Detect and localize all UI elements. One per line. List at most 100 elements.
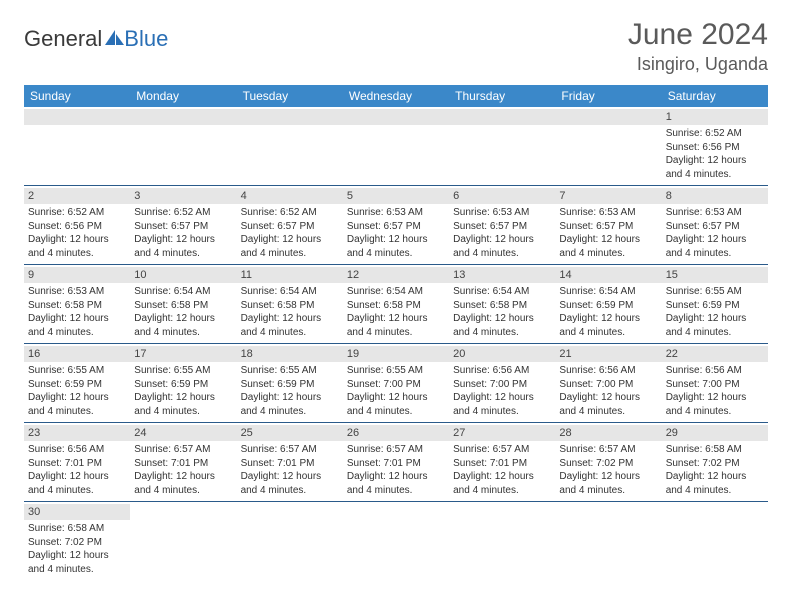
day-body: Sunrise: 6:52 AMSunset: 6:56 PMDaylight:…	[28, 206, 126, 260]
day-line: Sunrise: 6:56 AM	[28, 443, 126, 457]
day-body: Sunrise: 6:54 AMSunset: 6:58 PMDaylight:…	[134, 285, 232, 339]
day-body: Sunrise: 6:55 AMSunset: 6:59 PMDaylight:…	[28, 364, 126, 418]
calendar-week-row: 23Sunrise: 6:56 AMSunset: 7:01 PMDayligh…	[24, 423, 768, 502]
day-line: and 4 minutes.	[453, 484, 551, 498]
day-number: 19	[343, 346, 449, 362]
day-line: and 4 minutes.	[28, 484, 126, 498]
day-number: 3	[130, 188, 236, 204]
day-line: Sunset: 7:01 PM	[453, 457, 551, 471]
calendar-cell	[343, 107, 449, 186]
day-line: and 4 minutes.	[559, 326, 657, 340]
calendar-week-row: 9Sunrise: 6:53 AMSunset: 6:58 PMDaylight…	[24, 265, 768, 344]
day-line: and 4 minutes.	[28, 326, 126, 340]
day-line: Daylight: 12 hours	[28, 312, 126, 326]
calendar-cell	[449, 502, 555, 581]
calendar-cell	[237, 107, 343, 186]
day-line: Sunrise: 6:56 AM	[666, 364, 764, 378]
day-line: Sunset: 7:02 PM	[28, 536, 126, 550]
day-number: 28	[555, 425, 661, 441]
day-line: Sunset: 6:57 PM	[241, 220, 339, 234]
day-line: Sunset: 7:01 PM	[347, 457, 445, 471]
day-body: Sunrise: 6:53 AMSunset: 6:57 PMDaylight:…	[347, 206, 445, 260]
day-body: Sunrise: 6:57 AMSunset: 7:01 PMDaylight:…	[241, 443, 339, 497]
logo: General Blue	[24, 26, 168, 52]
day-line: Sunset: 7:00 PM	[666, 378, 764, 392]
day-number: 23	[24, 425, 130, 441]
calendar-cell: 28 Sunrise: 6:57 AMSunset: 7:02 PMDayligh…	[555, 423, 661, 502]
day-number: 25	[237, 425, 343, 441]
day-line: Sunrise: 6:55 AM	[241, 364, 339, 378]
empty-day	[449, 109, 555, 125]
day-line: Sunset: 7:02 PM	[559, 457, 657, 471]
day-line: and 4 minutes.	[347, 405, 445, 419]
day-line: Sunset: 6:57 PM	[666, 220, 764, 234]
day-line: Daylight: 12 hours	[559, 391, 657, 405]
day-line: Sunrise: 6:52 AM	[134, 206, 232, 220]
day-line: Sunrise: 6:57 AM	[559, 443, 657, 457]
calendar-cell	[237, 502, 343, 581]
day-line: Sunrise: 6:57 AM	[241, 443, 339, 457]
calendar-week-row: 2Sunrise: 6:52 AMSunset: 6:56 PMDaylight…	[24, 186, 768, 265]
day-line: Sunset: 6:59 PM	[134, 378, 232, 392]
day-line: Sunset: 6:56 PM	[28, 220, 126, 234]
calendar-cell: 9Sunrise: 6:53 AMSunset: 6:58 PMDaylight…	[24, 265, 130, 344]
day-number: 22	[662, 346, 768, 362]
day-line: Sunrise: 6:54 AM	[347, 285, 445, 299]
calendar-cell	[343, 502, 449, 581]
day-line: Daylight: 12 hours	[347, 391, 445, 405]
day-line: Daylight: 12 hours	[134, 233, 232, 247]
day-number: 10	[130, 267, 236, 283]
day-number: 26	[343, 425, 449, 441]
calendar-cell: 15Sunrise: 6:55 AMSunset: 6:59 PMDayligh…	[662, 265, 768, 344]
calendar-cell: 22Sunrise: 6:56 AMSunset: 7:00 PMDayligh…	[662, 344, 768, 423]
day-line: Sunrise: 6:54 AM	[559, 285, 657, 299]
day-line: and 4 minutes.	[241, 405, 339, 419]
day-number: 11	[237, 267, 343, 283]
day-line: Sunrise: 6:54 AM	[453, 285, 551, 299]
day-line: Daylight: 12 hours	[347, 470, 445, 484]
calendar-cell: 25 Sunrise: 6:57 AMSunset: 7:01 PMDayligh…	[237, 423, 343, 502]
day-number: 17	[130, 346, 236, 362]
day-line: Sunrise: 6:57 AM	[453, 443, 551, 457]
day-line: Daylight: 12 hours	[559, 470, 657, 484]
day-line: and 4 minutes.	[347, 326, 445, 340]
calendar-cell	[555, 107, 661, 186]
day-line: and 4 minutes.	[347, 247, 445, 261]
day-body: Sunrise: 6:52 AMSunset: 6:56 PMDaylight:…	[666, 127, 764, 181]
day-line: Sunset: 6:59 PM	[559, 299, 657, 313]
month-title: June 2024	[628, 18, 768, 52]
calendar-table: Sunday Monday Tuesday Wednesday Thursday…	[24, 85, 768, 580]
day-line: Sunset: 6:58 PM	[28, 299, 126, 313]
calendar-cell: 24 Sunrise: 6:57 AMSunset: 7:01 PMDayligh…	[130, 423, 236, 502]
day-body: Sunrise: 6:55 AMSunset: 6:59 PMDaylight:…	[134, 364, 232, 418]
day-line: Sunset: 7:00 PM	[347, 378, 445, 392]
calendar-cell	[130, 502, 236, 581]
day-line: Daylight: 12 hours	[134, 312, 232, 326]
day-line: Daylight: 12 hours	[666, 312, 764, 326]
day-number: 4	[237, 188, 343, 204]
day-line: Sunrise: 6:56 AM	[559, 364, 657, 378]
day-line: Sunset: 7:02 PM	[666, 457, 764, 471]
calendar-cell: 8Sunrise: 6:53 AMSunset: 6:57 PMDaylight…	[662, 186, 768, 265]
calendar-cell	[24, 107, 130, 186]
day-number: 8	[662, 188, 768, 204]
day-line: Sunrise: 6:54 AM	[134, 285, 232, 299]
day-line: and 4 minutes.	[28, 405, 126, 419]
day-body: Sunrise: 6:57 AMSunset: 7:02 PMDaylight:…	[559, 443, 657, 497]
day-body: Sunrise: 6:52 AMSunset: 6:57 PMDaylight:…	[241, 206, 339, 260]
day-line: Sunset: 7:00 PM	[453, 378, 551, 392]
day-body: Sunrise: 6:54 AMSunset: 6:58 PMDaylight:…	[241, 285, 339, 339]
day-body: Sunrise: 6:57 AMSunset: 7:01 PMDaylight:…	[134, 443, 232, 497]
day-number: 21	[555, 346, 661, 362]
day-line: Daylight: 12 hours	[347, 233, 445, 247]
day-line: Daylight: 12 hours	[453, 391, 551, 405]
day-body: Sunrise: 6:55 AMSunset: 7:00 PMDaylight:…	[347, 364, 445, 418]
day-number: 13	[449, 267, 555, 283]
day-line: and 4 minutes.	[559, 247, 657, 261]
logo-word-2: Blue	[124, 26, 168, 52]
empty-day	[343, 109, 449, 125]
day-number: 5	[343, 188, 449, 204]
day-line: Sunset: 7:01 PM	[134, 457, 232, 471]
day-number: 24	[130, 425, 236, 441]
day-line: Sunset: 6:59 PM	[241, 378, 339, 392]
